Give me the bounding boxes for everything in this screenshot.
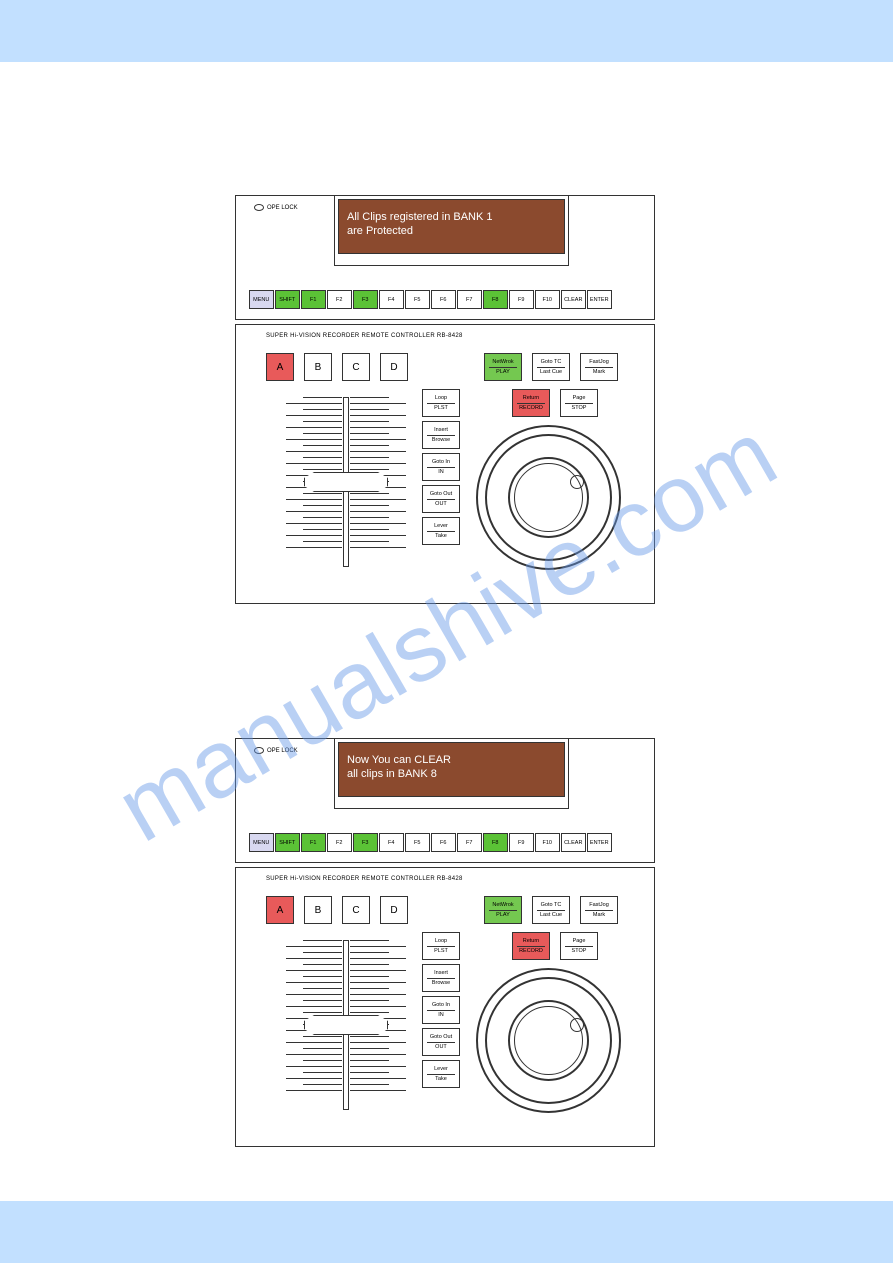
fn-button-f3[interactable]: F3 <box>353 290 378 309</box>
bank-button-c[interactable]: C <box>342 353 370 381</box>
fn-button-f6[interactable]: F6 <box>431 833 456 852</box>
fn-button-f5[interactable]: F5 <box>405 833 430 852</box>
jog-dimple <box>570 475 584 489</box>
t-bar-fader[interactable] <box>286 397 406 572</box>
jog-inner-ring-2 <box>514 463 583 532</box>
fn-button-f10[interactable]: F10 <box>535 833 560 852</box>
fn-button-f1[interactable]: F1 <box>301 290 326 309</box>
ctrl-button-loop[interactable]: LoopPLST <box>422 389 460 417</box>
bank-button-b[interactable]: B <box>304 353 332 381</box>
fn-button-f2[interactable]: F2 <box>327 290 352 309</box>
fn-button-f9[interactable]: F9 <box>509 833 534 852</box>
screen-line2: all clips in BANK 8 <box>347 767 556 781</box>
jog-dimple <box>570 1018 584 1032</box>
fn-button-f6[interactable]: F6 <box>431 290 456 309</box>
display-frame: All Clips registered in BANK 1 are Prote… <box>334 196 569 266</box>
controller-panel-2: OPE LOCK Now You can CLEAR all clips in … <box>235 738 655 1147</box>
function-key-row: MENUSHIFTF1F2F3F4F5F6F7F8F9F10CLEARENTER <box>249 290 612 309</box>
fn-button-enter[interactable]: ENTER <box>587 833 612 852</box>
jog-wheel[interactable] <box>476 968 621 1113</box>
ctrl-button-play[interactable]: NetWrokPLAY <box>484 353 522 381</box>
controller-panel-1: OPE LOCK All Clips registered in BANK 1 … <box>235 195 655 604</box>
fn-button-f8[interactable]: F8 <box>483 290 508 309</box>
fn-button-f7[interactable]: F7 <box>457 290 482 309</box>
bottom-banner <box>0 1201 893 1263</box>
transport-row-2: ReturnRECORD PageSTOP <box>512 389 598 417</box>
display-screen: All Clips registered in BANK 1 are Prote… <box>338 199 565 254</box>
fn-button-f4[interactable]: F4 <box>379 290 404 309</box>
bank-button-c[interactable]: C <box>342 896 370 924</box>
tbar-handle[interactable] <box>304 472 388 492</box>
abcd-row: ABCD <box>266 353 408 381</box>
fn-button-f7[interactable]: F7 <box>457 833 482 852</box>
transport-row-1: NetWrokPLAY Goto TCLast Cue FastJogMark <box>484 896 618 924</box>
fn-button-f1[interactable]: F1 <box>301 833 326 852</box>
lower-section: SUPER Hi-VISION RECORDER REMOTE CONTROLL… <box>235 867 655 1147</box>
ctrl-button-loop[interactable]: LoopPLST <box>422 932 460 960</box>
ctrl-button-goto-out[interactable]: Goto OutOUT <box>422 1028 460 1056</box>
abcd-row: ABCD <box>266 896 408 924</box>
upper-section: OPE LOCK Now You can CLEAR all clips in … <box>235 738 655 863</box>
fn-button-clear[interactable]: CLEAR <box>561 833 586 852</box>
ctrl-button-stop[interactable]: PageSTOP <box>560 932 598 960</box>
fn-button-f3[interactable]: F3 <box>353 833 378 852</box>
screen-line2: are Protected <box>347 224 556 238</box>
bank-button-d[interactable]: D <box>380 353 408 381</box>
fn-button-clear[interactable]: CLEAR <box>561 290 586 309</box>
upper-section: OPE LOCK All Clips registered in BANK 1 … <box>235 195 655 320</box>
fn-button-f2[interactable]: F2 <box>327 833 352 852</box>
fn-button-shift[interactable]: SHIFT <box>275 290 300 309</box>
display-frame: Now You can CLEAR all clips in BANK 8 <box>334 739 569 809</box>
lower-section: SUPER Hi-VISION RECORDER REMOTE CONTROLL… <box>235 324 655 604</box>
ctrl-button-stop[interactable]: PageSTOP <box>560 389 598 417</box>
transport-row-2: ReturnRECORD PageSTOP <box>512 932 598 960</box>
screen-line1: All Clips registered in BANK 1 <box>347 210 556 224</box>
bank-button-a[interactable]: A <box>266 353 294 381</box>
bank-button-a[interactable]: A <box>266 896 294 924</box>
transport-row-1: NetWrokPLAY Goto TCLast Cue FastJogMark <box>484 353 618 381</box>
fn-button-f9[interactable]: F9 <box>509 290 534 309</box>
display-screen: Now You can CLEAR all clips in BANK 8 <box>338 742 565 797</box>
ctrl-button-mark[interactable]: FastJogMark <box>580 353 618 381</box>
jog-outer-ring <box>476 425 621 570</box>
ctrl-button-mark[interactable]: FastJogMark <box>580 896 618 924</box>
ope-lock-label: OPE LOCK <box>254 747 298 754</box>
vertical-button-column: LoopPLST InsertBrowse Goto InIN Goto OutOUT… <box>422 932 460 1088</box>
fn-button-f10[interactable]: F10 <box>535 290 560 309</box>
ctrl-button-lever[interactable]: LeverTake <box>422 517 460 545</box>
top-banner <box>0 0 893 62</box>
tbar-handle[interactable] <box>304 1015 388 1035</box>
ctrl-button-play[interactable]: NetWrokPLAY <box>484 896 522 924</box>
ctrl-button-record[interactable]: ReturnRECORD <box>512 932 550 960</box>
fn-button-shift[interactable]: SHIFT <box>275 833 300 852</box>
ope-lock-label: OPE LOCK <box>254 204 298 211</box>
fn-button-menu[interactable]: MENU <box>249 290 274 309</box>
fn-button-f5[interactable]: F5 <box>405 290 430 309</box>
ctrl-button-lever[interactable]: LeverTake <box>422 1060 460 1088</box>
ctrl-button-insert[interactable]: InsertBrowse <box>422 421 460 449</box>
fn-button-enter[interactable]: ENTER <box>587 290 612 309</box>
fn-button-f4[interactable]: F4 <box>379 833 404 852</box>
vertical-button-column: LoopPLST InsertBrowse Goto InIN Goto OutOUT… <box>422 389 460 545</box>
t-bar-fader[interactable] <box>286 940 406 1115</box>
screen-line1: Now You can CLEAR <box>347 753 556 767</box>
ctrl-button-goto-in[interactable]: Goto InIN <box>422 453 460 481</box>
bank-button-b[interactable]: B <box>304 896 332 924</box>
ctrl-button-record[interactable]: ReturnRECORD <box>512 389 550 417</box>
ctrl-button-goto-out[interactable]: Goto OutOUT <box>422 485 460 513</box>
ctrl-button-insert[interactable]: InsertBrowse <box>422 964 460 992</box>
jog-wheel[interactable] <box>476 425 621 570</box>
fn-button-menu[interactable]: MENU <box>249 833 274 852</box>
ctrl-button-last-cue[interactable]: Goto TCLast Cue <box>532 896 570 924</box>
function-key-row: MENUSHIFTF1F2F3F4F5F6F7F8F9F10CLEARENTER <box>249 833 612 852</box>
ctrl-button-goto-in[interactable]: Goto InIN <box>422 996 460 1024</box>
model-label: SUPER Hi-VISION RECORDER REMOTE CONTROLL… <box>266 333 463 339</box>
jog-inner-ring-2 <box>514 1006 583 1075</box>
model-label: SUPER Hi-VISION RECORDER REMOTE CONTROLL… <box>266 876 463 882</box>
jog-outer-ring <box>476 968 621 1113</box>
bank-button-d[interactable]: D <box>380 896 408 924</box>
fn-button-f8[interactable]: F8 <box>483 833 508 852</box>
ctrl-button-last-cue[interactable]: Goto TCLast Cue <box>532 353 570 381</box>
